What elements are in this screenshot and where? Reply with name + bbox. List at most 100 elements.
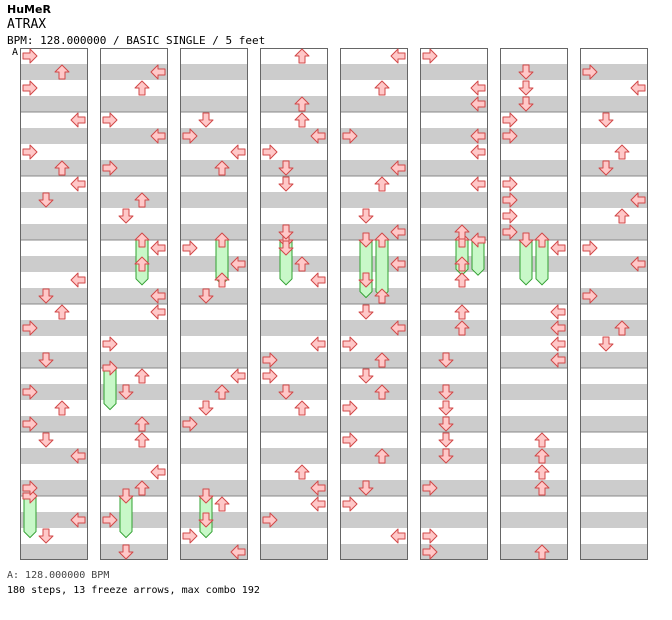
step-arrow xyxy=(118,384,134,400)
beat-stripe xyxy=(20,160,88,176)
chart-column-border xyxy=(20,48,88,560)
step-arrow xyxy=(454,304,470,320)
beat-stripe xyxy=(100,160,168,176)
freeze-head-arrow xyxy=(470,232,486,248)
step-arrow xyxy=(422,480,438,496)
beat-stripe xyxy=(580,416,648,432)
beat-stripe xyxy=(260,416,328,432)
step-arrow xyxy=(22,384,38,400)
step-arrow xyxy=(422,528,438,544)
step-arrow xyxy=(422,544,438,560)
beat-stripe xyxy=(180,480,248,496)
beat-stripe xyxy=(580,192,648,208)
step-arrow xyxy=(198,112,214,128)
step-arrow xyxy=(150,128,166,144)
step-arrow xyxy=(134,256,150,272)
step-arrow xyxy=(374,352,390,368)
beat-stripe xyxy=(20,448,88,464)
step-arrow xyxy=(454,224,470,240)
freeze-head-arrow xyxy=(358,232,374,248)
beat-stripe xyxy=(340,320,408,336)
step-arrow xyxy=(630,80,646,96)
beat-stripe xyxy=(580,480,648,496)
step-arrow xyxy=(390,160,406,176)
step-arrow xyxy=(294,464,310,480)
step-arrow xyxy=(294,96,310,112)
step-arrow xyxy=(502,128,518,144)
beat-stripe xyxy=(420,320,488,336)
step-arrow xyxy=(358,480,374,496)
step-arrow xyxy=(390,48,406,64)
beat-stripe xyxy=(100,64,168,80)
beat-stripe xyxy=(500,256,568,272)
beat-stripe xyxy=(100,224,168,240)
freeze-head-arrow xyxy=(198,488,214,504)
step-arrow xyxy=(54,160,70,176)
step-arrow xyxy=(214,272,230,288)
beat-stripe xyxy=(100,256,168,272)
step-arrow xyxy=(358,208,374,224)
beat-stripe xyxy=(100,128,168,144)
beat-stripe xyxy=(500,96,568,112)
step-arrow xyxy=(230,144,246,160)
beat-stripe xyxy=(420,224,488,240)
beat-stripe xyxy=(100,416,168,432)
step-arrow xyxy=(102,160,118,176)
beat-stripe xyxy=(180,352,248,368)
beat-stripe xyxy=(340,416,408,432)
beat-stripe xyxy=(340,224,408,240)
beat-stripe xyxy=(500,416,568,432)
step-arrow xyxy=(54,304,70,320)
step-arrow xyxy=(342,496,358,512)
beat-stripe xyxy=(580,256,648,272)
beat-stripe xyxy=(580,224,648,240)
step-arrow xyxy=(470,80,486,96)
step-arrow xyxy=(534,480,550,496)
beat-stripe xyxy=(20,416,88,432)
step-arrow xyxy=(294,256,310,272)
step-arrow xyxy=(102,112,118,128)
beat-stripe xyxy=(500,512,568,528)
step-arrow xyxy=(438,432,454,448)
step-arrow xyxy=(38,288,54,304)
step-arrow xyxy=(470,128,486,144)
beat-stripe xyxy=(500,160,568,176)
step-arrow xyxy=(390,224,406,240)
beat-stripe xyxy=(260,544,328,560)
step-arrow xyxy=(70,112,86,128)
step-arrow xyxy=(150,304,166,320)
step-arrow xyxy=(342,400,358,416)
beat-stripe xyxy=(180,256,248,272)
beat-stripe xyxy=(580,64,648,80)
step-arrow xyxy=(582,64,598,80)
step-arrow xyxy=(502,208,518,224)
step-arrow xyxy=(150,240,166,256)
step-arrow xyxy=(550,336,566,352)
beat-stripe xyxy=(100,384,168,400)
beat-stripe xyxy=(180,96,248,112)
beat-stripe xyxy=(500,320,568,336)
beat-stripe xyxy=(20,320,88,336)
bpm-summary: A: 128.000000 BPM xyxy=(7,570,110,581)
song-title: ATRAX xyxy=(7,17,47,32)
beat-stripe xyxy=(580,160,648,176)
step-arrow xyxy=(518,64,534,80)
beat-stripe xyxy=(260,288,328,304)
beat-stripe xyxy=(180,288,248,304)
chart-column-border xyxy=(580,48,648,560)
step-arrow xyxy=(310,480,326,496)
beat-stripe xyxy=(180,448,248,464)
beat-stripe xyxy=(500,544,568,560)
beat-stripe xyxy=(20,128,88,144)
step-arrow xyxy=(502,224,518,240)
step-arrow xyxy=(454,256,470,272)
beat-stripe xyxy=(260,384,328,400)
step-arrow xyxy=(342,128,358,144)
step-arrow xyxy=(358,272,374,288)
step-arrow xyxy=(614,144,630,160)
step-arrow xyxy=(550,352,566,368)
artist-name: HuMeR xyxy=(7,3,51,16)
beat-stripe xyxy=(340,256,408,272)
beat-stripe xyxy=(420,64,488,80)
